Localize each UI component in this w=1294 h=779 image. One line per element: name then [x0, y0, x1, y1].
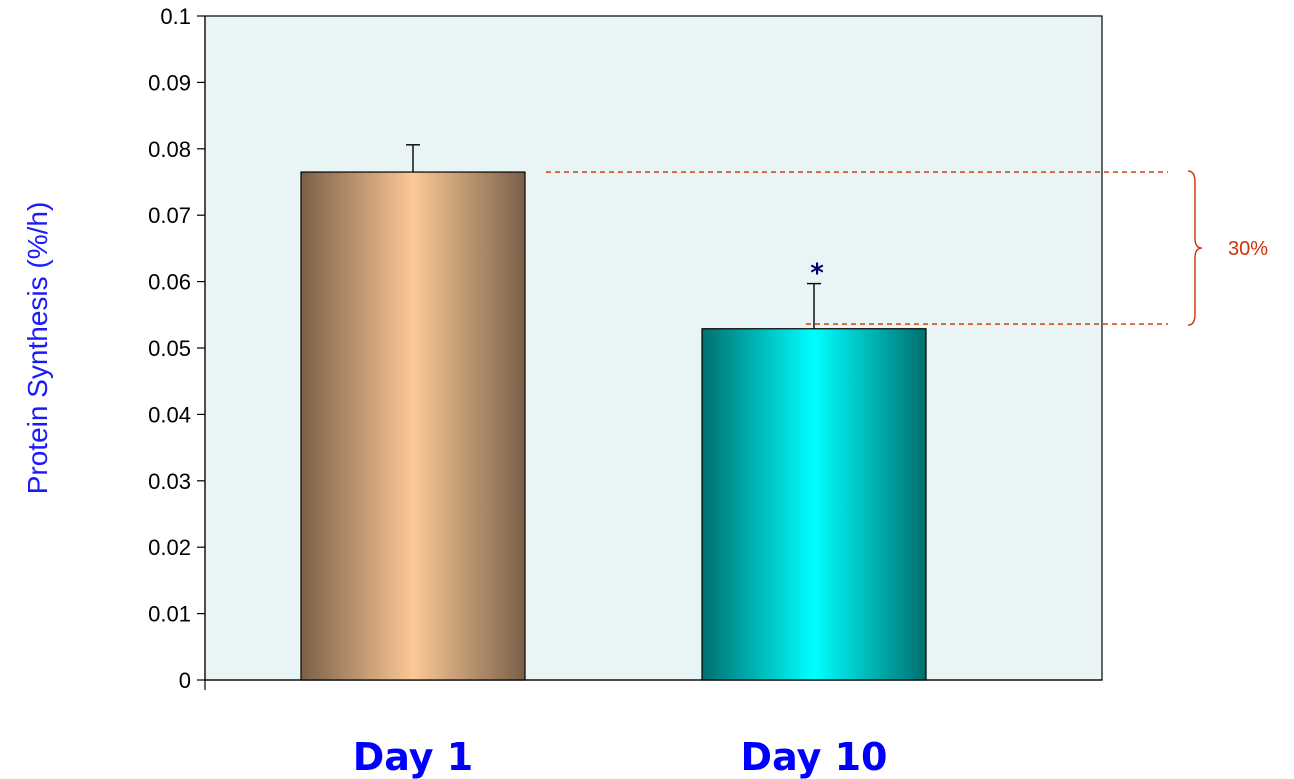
category-label-day10: Day 10: [741, 735, 888, 779]
bar-day-1: [300, 171, 526, 681]
error-bars: *: [406, 144, 824, 329]
category-label-day1: Day 1: [353, 735, 473, 779]
y-tick-label: 0.09: [148, 70, 191, 95]
bar-day-10: [701, 328, 927, 681]
y-tick-label: 0.08: [148, 137, 191, 162]
y-tick-label: 0.01: [148, 602, 191, 627]
y-axis-label: Protein Synthesis (%/h): [22, 202, 53, 495]
difference-annotation: 30%: [546, 170, 1268, 326]
y-tick-label: 0.04: [148, 402, 191, 427]
y-tick-label: 0.07: [148, 203, 191, 228]
y-tick-label: 0: [179, 668, 191, 693]
y-tick-label: 0.05: [148, 336, 191, 361]
y-tick-label: 0.1: [160, 4, 191, 29]
y-tick-label: 0.06: [148, 270, 191, 295]
annotation-label: 30%: [1228, 238, 1268, 260]
y-tick-label: 0.03: [148, 469, 191, 494]
bars: [300, 171, 927, 681]
annotation-brace: [1187, 170, 1203, 326]
significance-star: *: [810, 259, 824, 289]
y-tick-label: 0.02: [148, 535, 191, 560]
